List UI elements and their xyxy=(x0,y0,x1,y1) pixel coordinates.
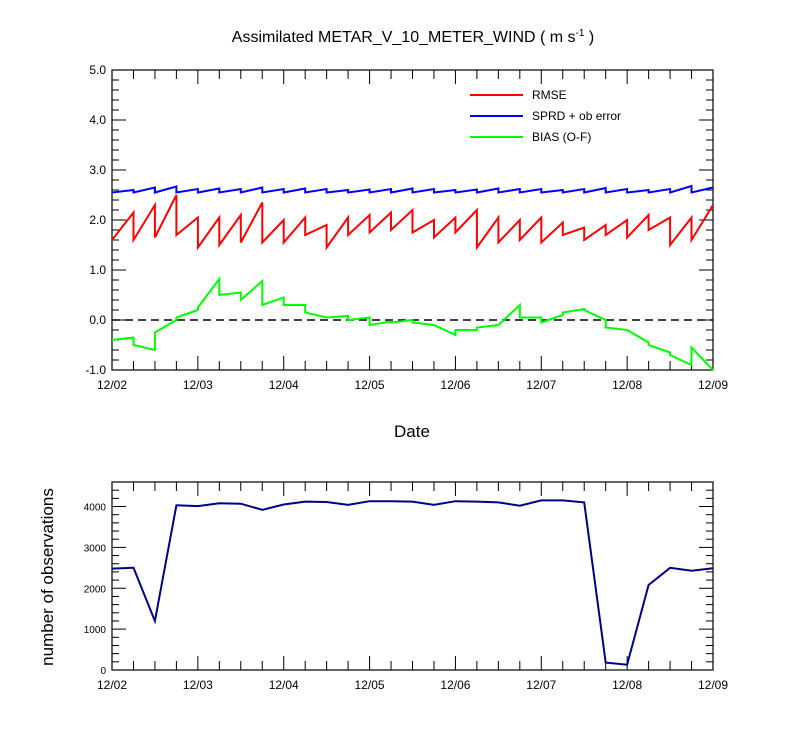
legend-label: SPRD + ob error xyxy=(532,109,621,123)
legend-label: BIAS (O-F) xyxy=(532,130,591,144)
top-chart: Assimilated METAR_V_10_METER_WIND ( m s-… xyxy=(85,28,728,441)
y-tick-label: 0 xyxy=(100,666,106,677)
x-tick-label: 12/02 xyxy=(97,678,127,692)
y-axis-label: number of observations xyxy=(38,488,57,666)
legend-label: RMSE xyxy=(532,88,567,102)
y-tick-label: 2.0 xyxy=(89,213,106,227)
y-tick-label: 5.0 xyxy=(89,63,106,77)
y-tick-label: 4000 xyxy=(84,503,107,514)
y-tick-label: 3.0 xyxy=(89,163,106,177)
x-tick-label: 12/06 xyxy=(440,378,470,392)
y-tick-label: -1.0 xyxy=(85,363,106,377)
series-sprd-ob-error xyxy=(111,184,714,194)
x-tick-label: 12/07 xyxy=(526,378,556,392)
x-tick-label: 12/09 xyxy=(698,678,728,692)
chart-title-end: ) xyxy=(584,29,594,46)
series-bias-o-f xyxy=(111,276,714,371)
x-tick-label: 12/07 xyxy=(526,678,556,692)
bottom-series-group xyxy=(111,499,714,666)
y-tick-label: 2000 xyxy=(84,584,107,595)
x-tick-label: 12/04 xyxy=(269,678,299,692)
y-tick-label: 3000 xyxy=(84,543,107,554)
top-series-group xyxy=(111,184,714,371)
x-tick-label: 12/09 xyxy=(698,378,728,392)
x-tick-label: 12/05 xyxy=(355,378,385,392)
y-tick-label: 4.0 xyxy=(89,113,106,127)
y-tick-label: 0.0 xyxy=(89,313,106,327)
x-tick-label: 12/05 xyxy=(355,678,385,692)
plot-frame xyxy=(111,481,714,671)
x-tick-label: 12/04 xyxy=(269,378,299,392)
x-tick-label: 12/03 xyxy=(183,378,213,392)
x-tick-label: 12/03 xyxy=(183,678,213,692)
bottom-axes: 12/02 12/03 12/04 12/05 12/06 12/07 12/08 12/09… xyxy=(84,481,728,692)
bottom-chart: 12/02 12/03 12/04 12/05 12/06 12/07 12/08 12/09… xyxy=(38,481,728,692)
chart-title-main: Assimilated METAR_V_10_METER_WIND ( m s xyxy=(232,29,576,46)
x-tick-label: 12/06 xyxy=(440,678,470,692)
series-rmse xyxy=(111,194,714,251)
chart-title: Assimilated METAR_V_10_METER_WIND ( m s-… xyxy=(232,28,594,46)
chart-title-superscript: -1 xyxy=(576,28,585,39)
x-tick-label: 12/08 xyxy=(612,678,642,692)
top-axes: 12/02 12/03 12/04 12/05 12/06 12/07 12/08 12/09… xyxy=(85,63,728,392)
y-tick-label: 1000 xyxy=(84,625,107,636)
series-number-of-observations xyxy=(111,499,714,666)
x-tick-label: 12/08 xyxy=(612,378,642,392)
x-axis-label: Date xyxy=(394,422,430,441)
y-tick-label: 1.0 xyxy=(89,263,106,277)
x-tick-label: 12/02 xyxy=(97,378,127,392)
legend: RMSE SPRD + ob error BIAS (O-F) xyxy=(470,88,621,144)
